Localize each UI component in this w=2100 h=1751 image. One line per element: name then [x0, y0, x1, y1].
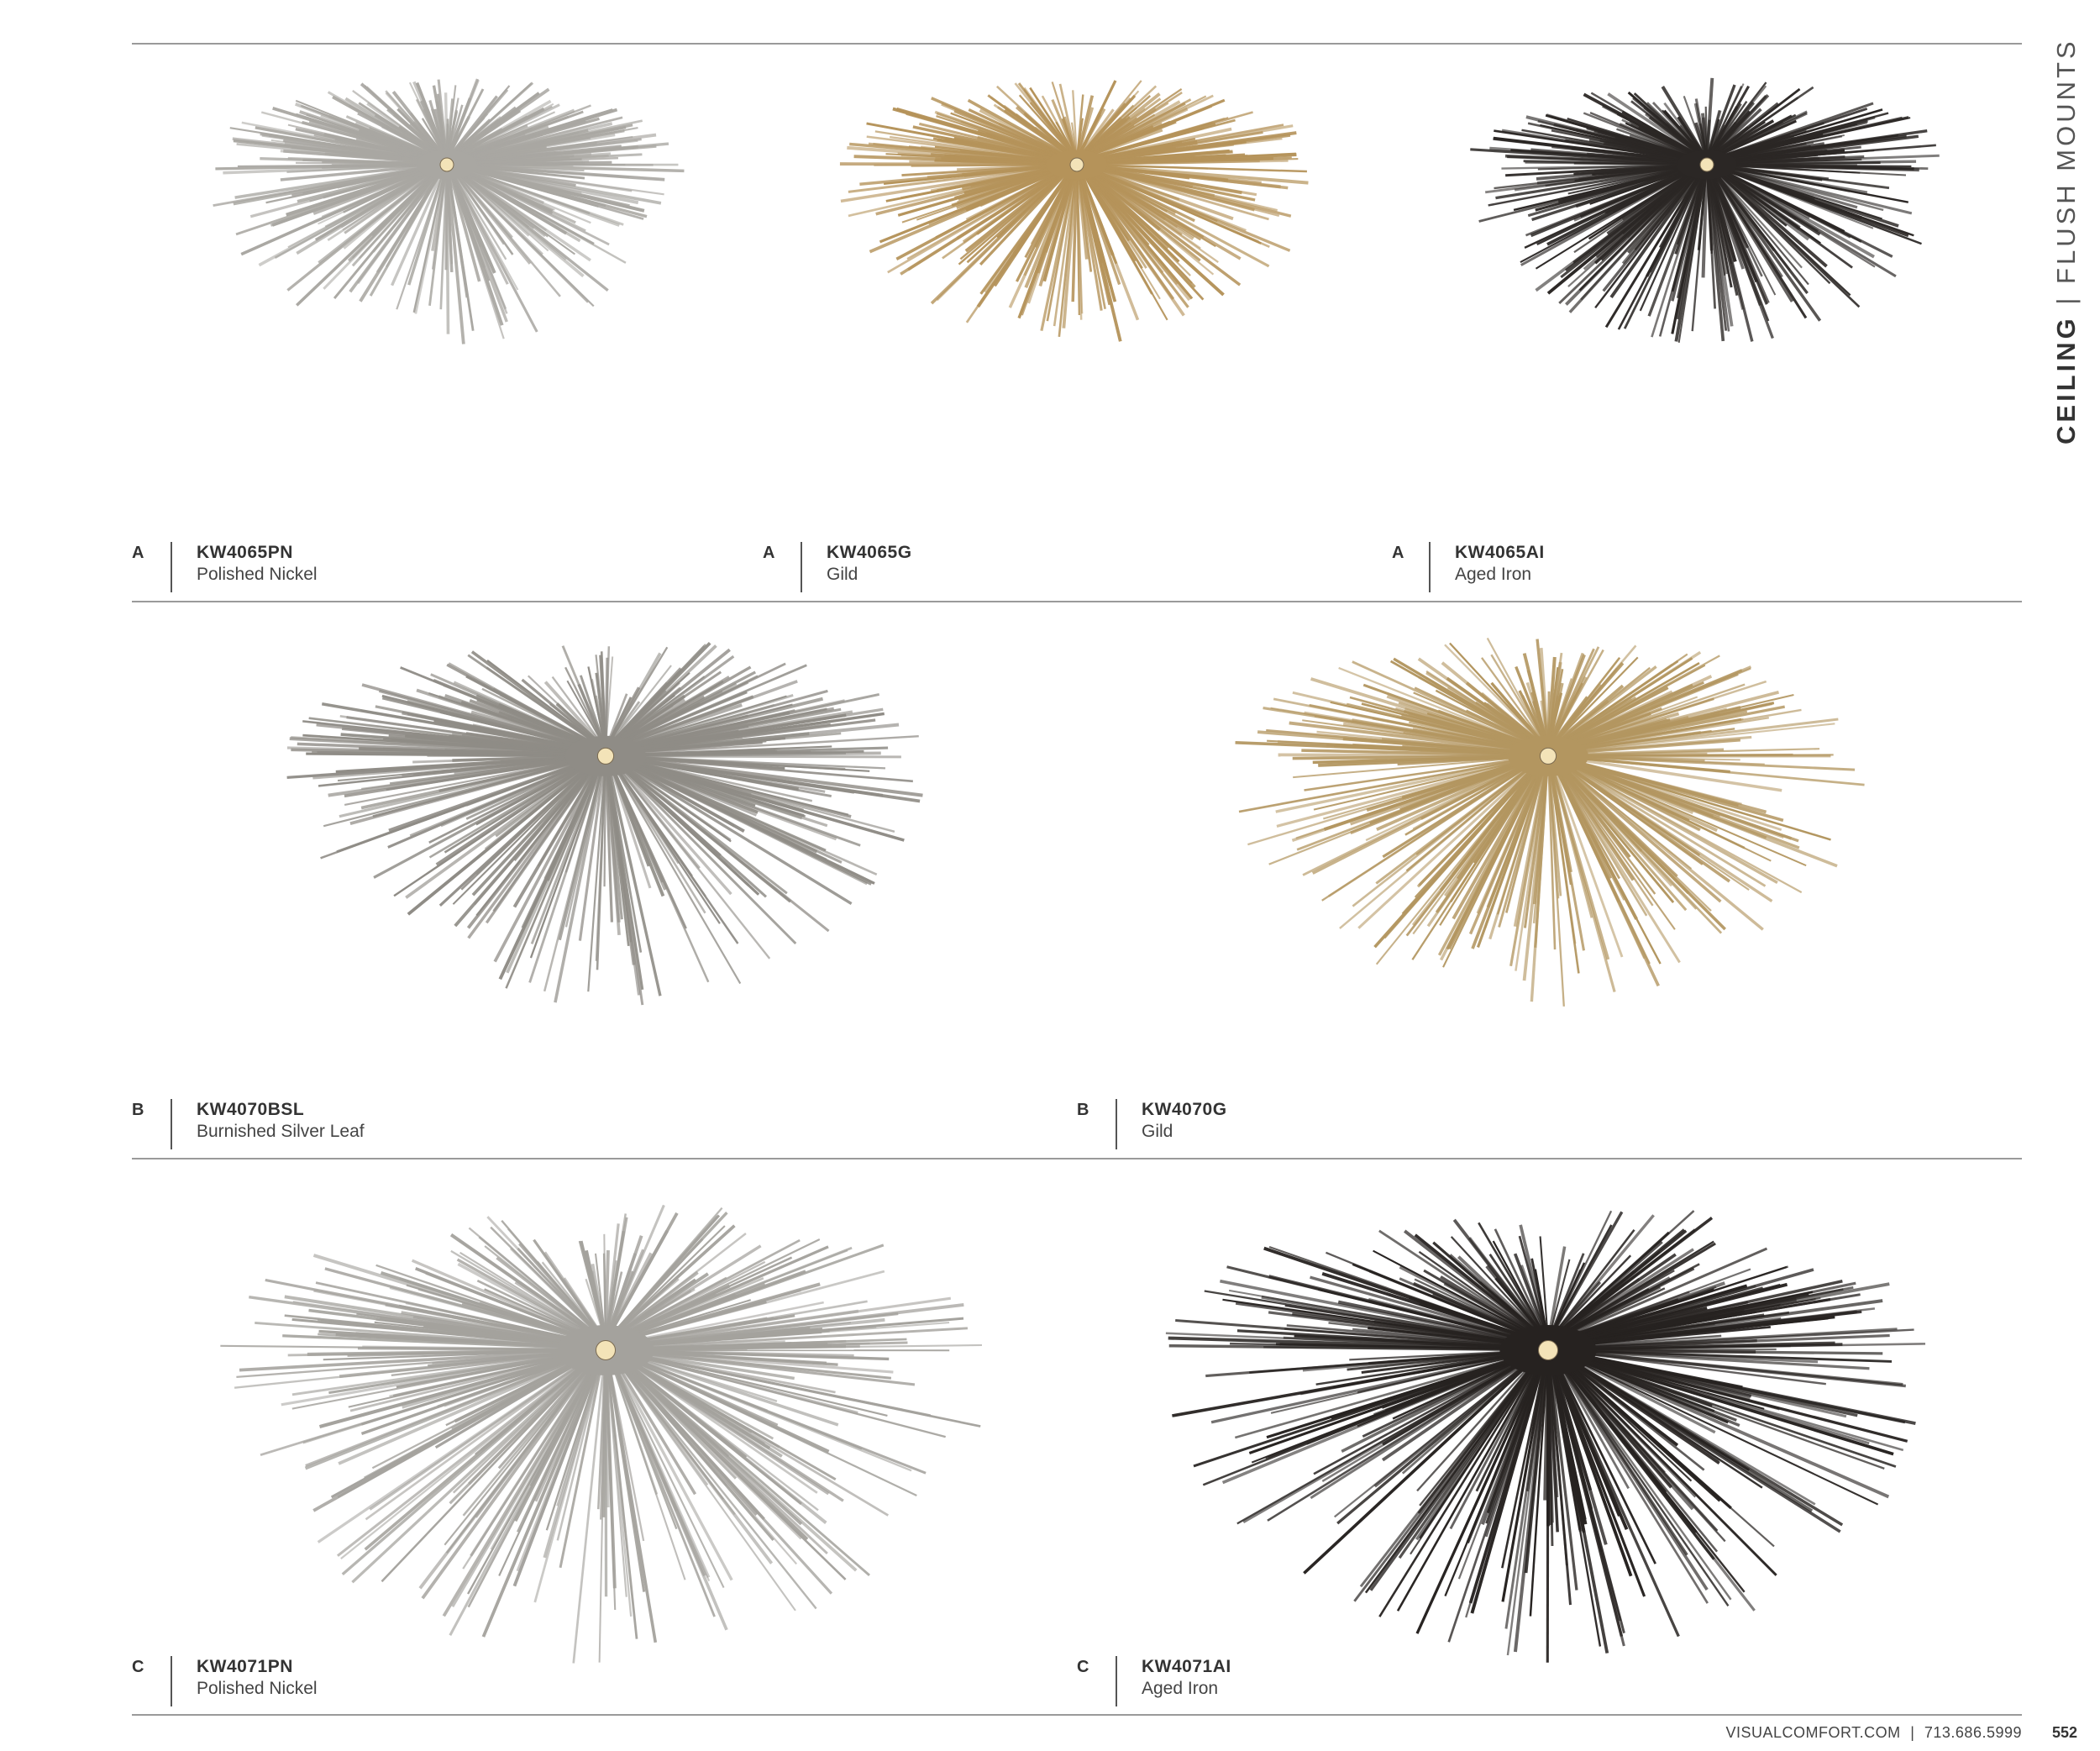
- footer-divider: |: [1910, 1724, 1915, 1741]
- product-image: [213, 78, 685, 344]
- product-finish: Aged Iron: [1142, 1679, 1219, 1698]
- fixture-spokes: [1235, 637, 1865, 1007]
- product-finish: Burnished Silver Leaf: [197, 1122, 365, 1141]
- fixture-spokes: [1470, 77, 1940, 343]
- product-finish: Gild: [827, 565, 858, 584]
- fixture-spokes: [839, 80, 1309, 342]
- footer-website: VISUALCOMFORT.COM: [1725, 1724, 1901, 1741]
- product-code: KW4070BSL: [197, 1100, 305, 1119]
- product-image: [286, 641, 923, 1006]
- product-group-letter: C: [1077, 1658, 1089, 1676]
- label-divider: [171, 1099, 172, 1149]
- product-code: KW4065AI: [1455, 543, 1545, 562]
- product-image: [1470, 77, 1940, 343]
- product-finish: Gild: [1142, 1122, 1173, 1141]
- product-group-letter: B: [132, 1101, 144, 1119]
- section-category: CEILING: [2051, 315, 2081, 444]
- row-rule: [132, 601, 2022, 602]
- product-group-letter: A: [132, 544, 144, 562]
- bulb: [439, 157, 454, 172]
- bulb: [596, 747, 615, 765]
- label-divider: [801, 542, 802, 592]
- bulb: [595, 1339, 617, 1361]
- page-number: 552: [2052, 1724, 2078, 1741]
- label-divider: [171, 1656, 172, 1706]
- top-rule: [132, 43, 2022, 45]
- product-code: KW4071AI: [1142, 1657, 1231, 1676]
- product-code: KW4065G: [827, 543, 912, 562]
- fixture-spokes: [213, 78, 685, 344]
- section-divider: |: [2051, 294, 2081, 305]
- bulb: [1699, 157, 1714, 172]
- row-rule: [132, 1714, 2022, 1716]
- product-image: [1235, 637, 1865, 1007]
- product-finish: Polished Nickel: [197, 1679, 318, 1698]
- section-subcategory: FLUSH MOUNTS: [2051, 38, 2081, 284]
- row-rule: [132, 1158, 2022, 1159]
- label-divider: [1116, 1099, 1117, 1149]
- product-image: [1165, 1210, 1926, 1663]
- bulb: [1069, 157, 1084, 172]
- product-image: [220, 1204, 982, 1664]
- label-divider: [171, 542, 172, 592]
- label-divider: [1116, 1656, 1117, 1706]
- bulb: [1539, 747, 1557, 765]
- product-code: KW4065PN: [197, 543, 293, 562]
- product-group-letter: B: [1077, 1101, 1089, 1119]
- label-divider: [1429, 542, 1431, 592]
- fixture-spokes: [220, 1204, 982, 1664]
- product-group-letter: C: [132, 1658, 144, 1676]
- product-image: [839, 80, 1309, 342]
- footer-phone: 713.686.5999: [1924, 1724, 2022, 1741]
- fixture-spokes: [1165, 1210, 1926, 1663]
- footer-contact: VISUALCOMFORT.COM | 713.686.5999: [1725, 1724, 2022, 1742]
- product-finish: Aged Iron: [1455, 565, 1532, 584]
- product-group-letter: A: [763, 544, 775, 562]
- product-group-letter: A: [1392, 544, 1404, 562]
- product-finish: Polished Nickel: [197, 565, 318, 584]
- bulb: [1537, 1339, 1559, 1361]
- section-heading: CEILING | FLUSH MOUNTS: [2051, 38, 2082, 444]
- product-code: KW4071PN: [197, 1657, 293, 1676]
- product-code: KW4070G: [1142, 1100, 1227, 1119]
- fixture-spokes: [286, 641, 923, 1006]
